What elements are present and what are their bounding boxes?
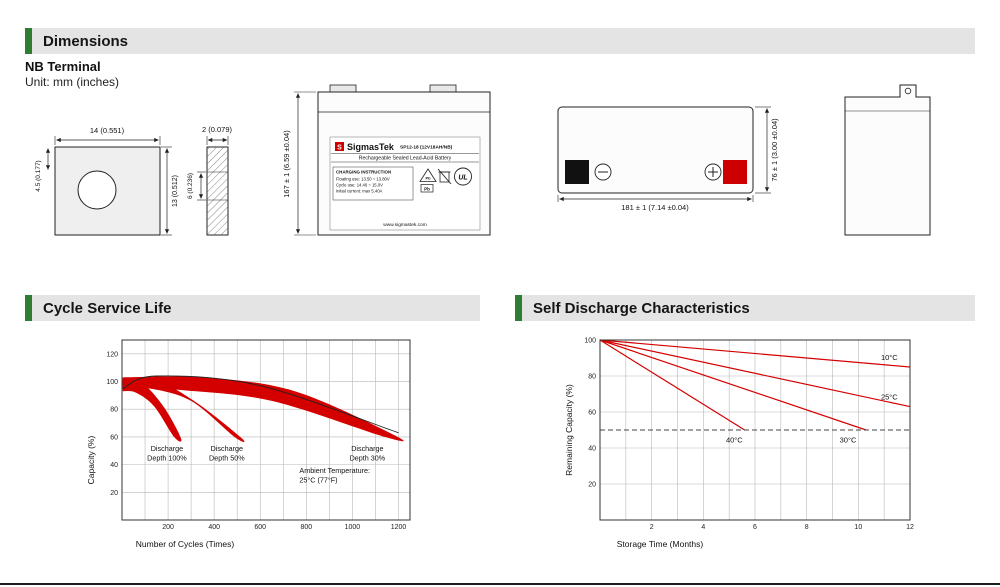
x-tick-label: 10 [854, 524, 862, 531]
charging-instruction-box [332, 166, 414, 201]
x-tick-label: 12 [906, 524, 914, 531]
pb-box-label: Pb [424, 187, 430, 192]
battery-label: S SigmasTek SP12-18 (12V18AH/NB) Recharg… [329, 136, 481, 231]
dim-terminal-thickness: 2 (0.079) [202, 125, 233, 134]
terminal-side-view: 2 (0.079) 6 (0.236) [187, 125, 233, 236]
x-tick-label: 400 [208, 524, 220, 531]
dim-terminal-height: 13 (0.512) [172, 175, 179, 207]
x-tick-label: 600 [254, 524, 266, 531]
x-axis-title: Number of Cycles (Times) [136, 539, 235, 549]
y-tick-label: 60 [110, 434, 118, 441]
positive-terminal-block [723, 160, 747, 184]
self-discharge-section-bar: Self Discharge Characteristics [515, 295, 975, 321]
series-label: 30°C [840, 436, 857, 445]
self-discharge-section-title: Self Discharge Characteristics [533, 299, 750, 317]
y-tick-label: 20 [110, 490, 118, 497]
dim-terminal-depth: 6 (0.236) [187, 173, 194, 199]
brand-logo-icon [335, 142, 344, 151]
charging-line-3: Initial current: max 5.40A [336, 189, 383, 194]
series-line [599, 339, 867, 431]
side-terminal-hole [904, 87, 912, 95]
y-tick-label: 100 [106, 379, 118, 386]
recycle-icon [419, 168, 437, 182]
x-tick-label: 6 [753, 524, 757, 531]
green-accent [515, 295, 522, 321]
brand-name: SigmasTek [347, 142, 395, 152]
website: www.sigmastek.com [383, 222, 426, 228]
y-axis-title: Remaining Capacity (%) [564, 384, 574, 476]
series-line [599, 339, 911, 368]
negative-terminal-block [565, 160, 589, 184]
dim-top-width: 181 ± 1 (7.14 ±0.04) [621, 203, 689, 212]
cycle-life-section-bar: Cycle Service Life [25, 295, 480, 321]
dim-front-height: 167 ± 1 (6.59 ±0.04) [282, 130, 291, 198]
x-axis-title: Storage Time (Months) [617, 539, 704, 549]
y-tick-label: 80 [588, 374, 596, 381]
battery-top-view: 181 ± 1 (7.14 ±0.04) 76 ± 1 (3.00 ±0.04) [557, 106, 779, 212]
bottom-rule [0, 583, 1000, 585]
x-tick-label: 2 [650, 524, 654, 531]
dim-terminal-offset: 4.5 (0.177) [35, 160, 42, 191]
series-label: 40°C [726, 436, 743, 445]
y-tick-label: 40 [588, 446, 596, 453]
self-discharge-chart: 10°C 25°C 30°C 40°C 2 4 6 8 10 12 20 40 60 80 100 Stora… [564, 338, 914, 550]
y-tick-label: 40 [110, 462, 118, 469]
series-line [599, 339, 745, 431]
unit-note: Unit: mm (inches) [25, 75, 120, 89]
x-tick-label: 1000 [345, 524, 361, 531]
crossed-bin-icon [437, 168, 452, 185]
dimensions-section-bar: Dimensions [25, 28, 975, 54]
y-tick-label: 100 [584, 338, 596, 345]
green-accent [25, 28, 32, 54]
battery-side-view [844, 84, 931, 236]
y-tick-label: 60 [588, 410, 596, 417]
x-tick-label: 8 [805, 524, 809, 531]
nb-terminal-heading: NB Terminal [25, 59, 101, 74]
series-label: 25°C [881, 392, 898, 401]
dim-terminal-width: 14 (0.551) [90, 126, 125, 135]
terminal-hole [77, 170, 117, 210]
x-tick-label: 1200 [391, 524, 407, 531]
plot-border [121, 339, 411, 521]
green-accent [25, 295, 32, 321]
outline-curve [122, 375, 399, 434]
x-tick-label: 800 [300, 524, 312, 531]
annotation: Ambient Temperature: 25°C (77°F) [299, 466, 370, 485]
pb-box-icon [420, 184, 434, 193]
terminal-front-view: 14 (0.551) 4.5 (0.177) 13 (0.512) [35, 126, 179, 236]
series-label: 10°C [881, 353, 898, 362]
dim-top-depth: 76 ± 1 (3.00 ±0.04) [770, 118, 779, 182]
y-axis-title: Capacity (%) [86, 436, 96, 485]
charging-line-1: Floating use: 13.50 ~ 13.80V [336, 177, 390, 182]
x-tick-label: 200 [162, 524, 174, 531]
annotation: Discharge Depth 100% [147, 444, 187, 463]
dimension-drawings: 14 (0.551) 4.5 (0.177) 13 (0.512) 2 (0.0… [35, 84, 931, 236]
cycle-service-life-chart: 200 400 600 800 1000 1200 20 40 60 80 100 120 Discha… [86, 339, 411, 549]
charging-title: CHARGING INSTRUCTION [336, 170, 391, 175]
discharge-band [122, 376, 404, 442]
battery-front-view: S SigmasTek SP12-18 (12V18AH/NB) Recharg… [282, 84, 491, 236]
cycle-life-section-title: Cycle Service Life [43, 299, 172, 317]
battery-type: Rechargeable Sealed Lead-Acid Battery [359, 156, 452, 162]
ul-mark-label: UL [458, 175, 467, 182]
battery-side-body [844, 84, 931, 236]
annotation: Discharge Depth 30% [350, 444, 386, 463]
y-tick-label: 20 [588, 482, 596, 489]
plot-border [599, 339, 911, 521]
y-tick-label: 120 [106, 351, 118, 358]
recycle-pb-label: Pb [425, 176, 431, 181]
model-number: SP12-18 (12V18AH/NB) [400, 145, 453, 151]
ul-mark-icon [454, 167, 472, 186]
y-tick-label: 80 [110, 407, 118, 414]
brand-logo-letter: S [337, 145, 342, 152]
dimensions-section-title: Dimensions [43, 32, 129, 50]
series-line [599, 339, 911, 408]
annotation: Discharge Depth 50% [209, 444, 245, 463]
charging-line-2: Cycle use: 14.40 ~ 15.0V [336, 183, 383, 188]
x-tick-label: 4 [701, 524, 705, 531]
